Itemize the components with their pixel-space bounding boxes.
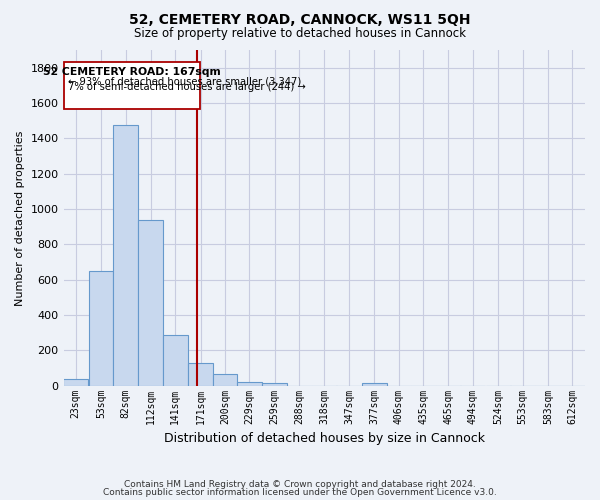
Text: Size of property relative to detached houses in Cannock: Size of property relative to detached ho…	[134, 28, 466, 40]
Text: 7% of semi-detached houses are larger (244) →: 7% of semi-detached houses are larger (2…	[68, 82, 305, 92]
Y-axis label: Number of detached properties: Number of detached properties	[15, 130, 25, 306]
Bar	[163, 336, 188, 386]
Text: ← 93% of detached houses are smaller (3,347): ← 93% of detached houses are smaller (3,…	[68, 76, 301, 86]
Bar	[262, 384, 287, 386]
Bar	[113, 126, 138, 386]
Bar	[89, 271, 113, 386]
FancyBboxPatch shape	[64, 62, 200, 109]
X-axis label: Distribution of detached houses by size in Cannock: Distribution of detached houses by size …	[164, 432, 485, 445]
Text: 52, CEMETERY ROAD, CANNOCK, WS11 5QH: 52, CEMETERY ROAD, CANNOCK, WS11 5QH	[129, 12, 471, 26]
Text: 52 CEMETERY ROAD: 167sqm: 52 CEMETERY ROAD: 167sqm	[43, 68, 220, 78]
Bar	[237, 382, 262, 386]
Text: Contains HM Land Registry data © Crown copyright and database right 2024.: Contains HM Land Registry data © Crown c…	[124, 480, 476, 489]
Bar	[362, 384, 386, 386]
Bar	[64, 378, 88, 386]
Bar	[212, 374, 238, 386]
Bar	[139, 220, 163, 386]
Text: Contains public sector information licensed under the Open Government Licence v3: Contains public sector information licen…	[103, 488, 497, 497]
Bar	[188, 363, 213, 386]
